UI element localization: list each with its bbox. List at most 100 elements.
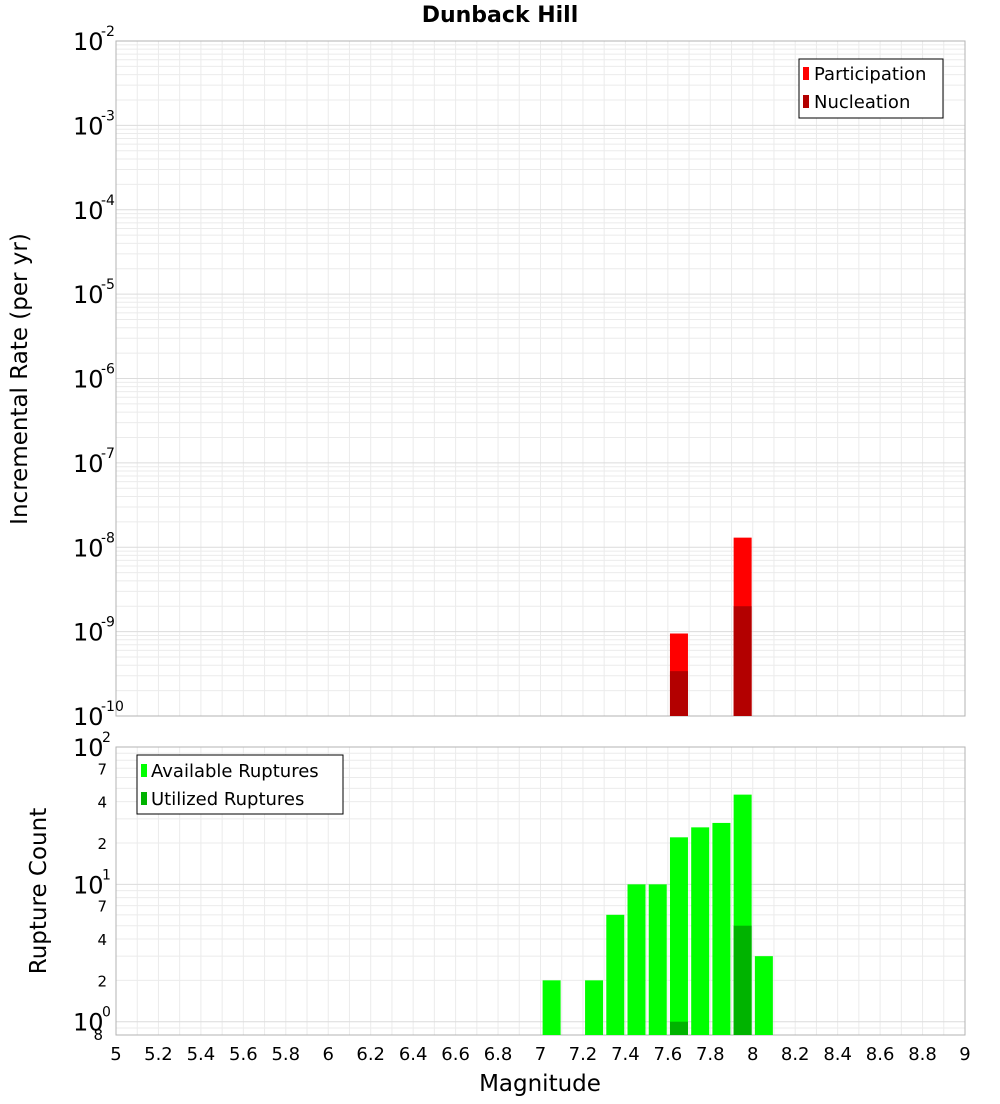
top-y-tick-10: 10-10 — [73, 699, 124, 731]
bottom-y-minor-tick-0: 7 — [97, 760, 107, 778]
legend-label-utilized: Utilized Ruptures — [151, 789, 304, 810]
top-y-tick-base: 10 — [73, 281, 104, 309]
x-tick-7-4: 7.4 — [611, 1044, 640, 1065]
top-y-tick-2: 10-2 — [73, 24, 115, 56]
x-tick-7-2: 7.2 — [569, 1044, 598, 1065]
x-tick-7: 7 — [535, 1044, 546, 1065]
bottom-y-tick-2: 102 — [73, 730, 111, 762]
x-tick-8-4: 8.4 — [823, 1044, 852, 1065]
bottom-y-tick-base: 10 — [73, 734, 104, 762]
legend-label-available: Available Ruptures — [151, 761, 319, 782]
top-y-tick-base: 10 — [73, 28, 104, 56]
top-y-tick-base: 10 — [73, 197, 104, 225]
bottom-plot-frame — [115, 746, 966, 1036]
bottom-y-tick-exponent: 1 — [102, 867, 111, 883]
legend-label-participation: Participation — [814, 64, 926, 85]
bottom-y-minor-tick-4: 4 — [97, 931, 107, 949]
x-tick-8-6: 8.6 — [866, 1044, 895, 1065]
top-y-tick-5: 10-5 — [73, 277, 115, 309]
legend-swatch-available — [141, 764, 147, 777]
bottom-y-tick-base: 10 — [73, 1009, 104, 1037]
bottom-legend-box — [136, 754, 344, 815]
top-y-tick-exponent: -8 — [101, 530, 115, 546]
legend-swatch-utilized — [141, 792, 147, 805]
top-y-tick-4: 10-4 — [73, 193, 115, 225]
bar-nucleation-7-65 — [669, 671, 688, 716]
x-tick-5-4: 5.4 — [187, 1044, 216, 1065]
top-y-tick-exponent: -9 — [101, 615, 115, 631]
top-y-tick-base: 10 — [73, 619, 104, 647]
bottom-y-tick-1: 101 — [73, 867, 111, 899]
chart-title: Dunback Hill — [422, 3, 579, 28]
bottom-y-tick-0: 100 — [73, 1005, 111, 1037]
top-y-tick-exponent: -5 — [101, 277, 115, 293]
top-legend: Participation Nucleation — [798, 58, 944, 119]
bottom-y-minor-tick-3: 7 — [97, 898, 107, 916]
legend-swatch-nucleation — [803, 95, 809, 108]
bottom-y-tick-exponent: 2 — [102, 730, 111, 746]
x-axis-label: Magnitude — [479, 1071, 601, 1097]
top-y-tick-base: 10 — [73, 450, 104, 478]
bar-utilized-ruptures-7-95 — [733, 925, 752, 1035]
legend-swatch-participation — [803, 67, 809, 80]
top-y-tick-exponent: -4 — [101, 193, 115, 209]
bar-nucleation-7-95 — [733, 606, 752, 716]
bottom-y-tick-base: 10 — [73, 871, 104, 899]
bar-available-ruptures-7-85 — [712, 822, 731, 1035]
bar-available-ruptures-7-45 — [627, 884, 646, 1035]
x-tick-7-8: 7.8 — [696, 1044, 725, 1065]
bottom-x-ticks: 5 5.2 5.4 5.6 5.8 6 6.2 6.4 6.6 6.8 7 7.2 7.4 7.6 7.8 8… — [110, 1044, 970, 1065]
bar-utilized-ruptures-7-65 — [669, 1021, 688, 1035]
bar-available-ruptures-7-05 — [542, 980, 561, 1035]
top-y-tick-exponent: -2 — [101, 24, 115, 40]
x-tick-6-8: 6.8 — [484, 1044, 513, 1065]
bar-available-ruptures-7-75 — [691, 827, 710, 1035]
top-y-tick-base: 10 — [73, 703, 104, 731]
top-y-tick-exponent: -7 — [101, 446, 115, 462]
top-plot-frame — [115, 40, 966, 717]
x-tick-9: 9 — [959, 1044, 970, 1065]
bar-available-ruptures-8-05 — [754, 956, 773, 1035]
top-y-tick-exponent: -6 — [101, 362, 115, 378]
bottom-y-minor-tick-1: 4 — [97, 794, 107, 812]
legend-label-nucleation: Nucleation — [814, 92, 910, 113]
x-tick-5-6: 5.6 — [229, 1044, 258, 1065]
top-y-tick-3: 10-3 — [73, 108, 115, 140]
x-tick-5-8: 5.8 — [271, 1044, 300, 1065]
top-y-tick-6: 10-6 — [73, 362, 115, 394]
x-tick-8-2: 8.2 — [781, 1044, 810, 1065]
top-grid — [115, 41, 966, 717]
bottom-y-minor-tick-2: 2 — [97, 835, 107, 853]
bottom-y-minor-tick-6: 8 — [93, 1026, 103, 1044]
top-bars — [669, 537, 752, 716]
x-tick-5: 5 — [110, 1044, 121, 1065]
top-y-tick-9: 10-9 — [73, 615, 115, 647]
x-tick-5-2: 5.2 — [144, 1044, 173, 1065]
top-y-ticks: 10-210-310-410-510-610-710-810-910-10 — [73, 24, 124, 731]
top-y-tick-exponent: -3 — [101, 108, 115, 124]
top-y-tick-7: 10-7 — [73, 446, 115, 478]
top-y-axis-label: Incremental Rate (per yr) — [7, 233, 33, 525]
top-y-tick-exponent: -10 — [101, 699, 124, 715]
x-tick-6: 6 — [323, 1044, 334, 1065]
bar-available-ruptures-7-55 — [648, 884, 667, 1035]
top-y-tick-base: 10 — [73, 112, 104, 140]
x-tick-7-6: 7.6 — [654, 1044, 683, 1065]
bottom-y-axis-label: Rupture Count — [26, 808, 52, 974]
top-y-tick-base: 10 — [73, 366, 104, 394]
bar-available-ruptures-7-65 — [669, 837, 688, 1035]
bottom-bars — [542, 794, 773, 1035]
bottom-y-minor-tick-5: 2 — [97, 972, 107, 990]
bottom-y-tick-exponent: 0 — [102, 1005, 111, 1021]
x-tick-6-6: 6.6 — [441, 1044, 470, 1065]
bottom-legend: Available Ruptures Utilized Ruptures — [136, 754, 344, 815]
x-tick-8-8: 8.8 — [908, 1044, 937, 1065]
x-tick-6-4: 6.4 — [399, 1044, 428, 1065]
bottom-grid — [115, 747, 966, 1036]
bar-available-ruptures-7-35 — [606, 914, 625, 1035]
x-tick-8: 8 — [747, 1044, 758, 1065]
top-legend-box — [798, 58, 944, 119]
bar-available-ruptures-7-25 — [585, 980, 604, 1035]
